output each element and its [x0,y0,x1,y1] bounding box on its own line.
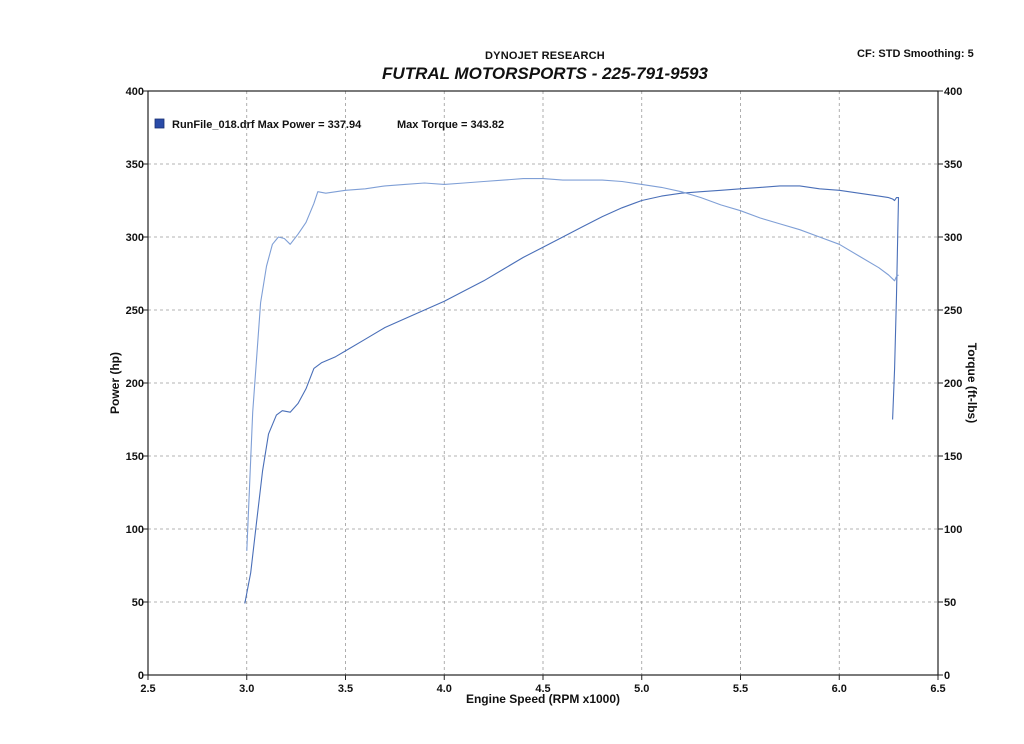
y-tick-label: 400 [126,86,144,98]
y2-tick-label: 200 [944,378,962,390]
y-axis-label: Power (hp) [108,352,122,414]
y2-tick-label: 350 [944,159,962,171]
x-tick-label: 4.5 [535,683,550,695]
x-tick-label: 4.0 [437,683,452,695]
chart-title: FUTRAL MOTORSPORTS - 225-791-9593 [382,64,708,83]
y-tick-label: 250 [126,305,144,317]
x-tick-label: 6.5 [930,683,945,695]
y-tick-label: 50 [132,597,144,609]
x-tick-label: 2.5 [140,683,155,695]
torque-series-line [246,178,899,551]
legend: RunFile_018.drf Max Power = 337.94 Max T… [154,118,504,131]
legend-label: RunFile_018.drf Max Power = 337.94 [172,119,362,131]
y-tick-label: 100 [126,524,144,536]
y2-tick-label: 300 [944,232,962,244]
y2-tick-label: 400 [944,86,962,98]
y2-tick-label: 150 [944,451,962,463]
y2-tick-label: 100 [944,524,962,536]
x-tick-label: 5.0 [634,683,649,695]
y-tick-label: 0 [138,670,144,682]
x-tick-label: 3.0 [239,683,254,695]
legend-swatch [154,118,165,129]
y-tick-label: 150 [126,451,144,463]
y-tick-label: 350 [126,159,144,171]
y-tick-label: 300 [126,232,144,244]
x-tick-label: 3.5 [338,683,353,695]
y2-tick-label: 50 [944,597,956,609]
y2-tick-label: 250 [944,305,962,317]
x-tick-label: 6.0 [832,683,847,695]
brand-title: DYNOJET RESEARCH [485,50,605,62]
y-tick-label: 200 [126,378,144,390]
x-tick-label: 5.5 [733,683,748,695]
power-series-line [244,185,900,604]
y2-tick-label: 0 [944,670,950,682]
legend-torque-label: Max Torque = 343.82 [397,119,504,131]
series-layer [244,178,900,604]
x-axis-label: Engine Speed (RPM x1000) [466,692,620,706]
y2-axis-label: Torque (ft-lbs) [965,343,979,423]
settings-label: CF: STD Smoothing: 5 [857,48,974,60]
